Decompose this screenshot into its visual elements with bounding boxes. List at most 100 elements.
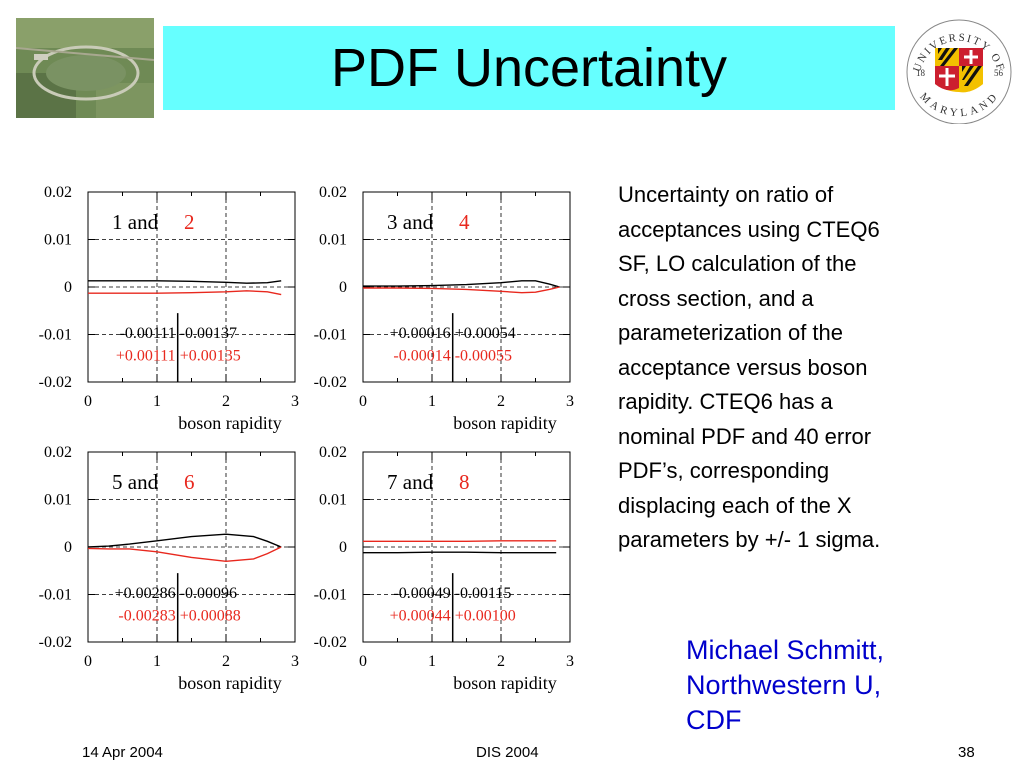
description-line: PDF’s, corresponding (618, 458, 830, 483)
uncertainty-annotation: +0.00135 (180, 348, 241, 365)
slide-title: PDF Uncertainty (330, 38, 728, 98)
panel-label-red: 8 (459, 470, 470, 494)
x-tick-label: 3 (291, 653, 299, 670)
author-line: CDF (686, 705, 742, 735)
x-tick-label: 3 (566, 393, 574, 410)
x-tick-label: 2 (222, 653, 230, 670)
y-tick-label: -0.01 (314, 587, 347, 604)
y-tick-label: -0.02 (39, 374, 72, 391)
series-line-black (87, 533, 282, 548)
y-tick-label: -0.01 (314, 327, 347, 344)
maryland-flag-icon (935, 48, 983, 93)
uncertainty-annotation: -0.00283 (118, 608, 175, 625)
description-line: parameterization of the (618, 320, 844, 345)
description-line: acceptances using CTEQ6 (618, 216, 880, 242)
x-tick-label: 1 (428, 653, 436, 670)
seal-year-right: 56 (994, 68, 1004, 78)
author-line: Northwestern U, (686, 670, 882, 700)
x-axis-label: boson rapidity (178, 673, 282, 693)
x-tick-label: 1 (153, 393, 161, 410)
y-tick-label: 0 (64, 279, 72, 296)
y-tick-label: 0.01 (44, 232, 72, 249)
seal-year-left: 18 (916, 68, 926, 78)
uncertainty-annotation: +0.00044 (390, 608, 451, 625)
y-tick-label: -0.01 (39, 327, 72, 344)
x-tick-label: 1 (428, 393, 436, 410)
uncertainty-annotation: -0.00014 (393, 348, 450, 365)
x-tick-label: 2 (497, 653, 505, 670)
y-tick-label: 0.02 (319, 184, 347, 201)
series-line-red (363, 286, 560, 294)
author-block: Michael Schmitt, Northwestern U, CDF (686, 633, 884, 738)
author-line: Michael Schmitt, (686, 635, 885, 665)
y-tick-label: 0.01 (319, 232, 347, 249)
uncertainty-annotation: -0.00137 (180, 325, 237, 342)
y-tick-label: -0.02 (314, 374, 347, 391)
chart-panel-3: 0.02 0.01 0 -0.01 -0.02 0 1 2 3 boson rapidity 5 a… (39, 444, 299, 693)
series-line-black (363, 280, 560, 288)
panel-label: 3 and (387, 210, 434, 234)
y-tick-label: -0.02 (314, 634, 347, 651)
uncertainty-annotation: +0.00111 (116, 348, 176, 365)
uncertainty-annotation: +0.00100 (455, 608, 516, 625)
x-tick-label: 2 (222, 393, 230, 410)
x-axis-label: boson rapidity (453, 413, 557, 433)
chart-panel-1: 0.02 0.01 0 -0.01 -0.02 0 1 2 3 boson rapidity 1 a… (39, 184, 299, 433)
uncertainty-annotation: -0.00111 (120, 325, 176, 342)
y-tick-label: 0 (339, 539, 347, 556)
series-line-red (363, 540, 557, 542)
panel-label: 7 and (387, 470, 434, 494)
x-tick-label: 3 (566, 653, 574, 670)
description-line: cross section, and a (618, 285, 814, 311)
uncertainty-annotation: -0.00096 (180, 585, 237, 602)
y-tick-label: 0.02 (44, 444, 72, 461)
x-tick-label: 0 (359, 393, 367, 410)
accelerator-aerial-photo (16, 18, 154, 118)
series-line-red (88, 290, 282, 296)
description-line: parameters by +/- 1 sigma. (618, 527, 881, 552)
uncertainty-annotation: -0.00049 (393, 585, 450, 602)
panel-label-red: 2 (184, 210, 195, 234)
x-axis-label: boson rapidity (453, 673, 557, 693)
footer-conference: DIS 2004 (476, 744, 539, 761)
description-text: Uncertainty on ratio of acceptances using… (618, 178, 978, 558)
panel-label: 5 and (112, 470, 159, 494)
panel-label: 1 and (112, 210, 159, 234)
y-tick-label: 0 (64, 539, 72, 556)
description-line: rapidity. CTEQ6 has a (618, 389, 833, 414)
x-axis-label: boson rapidity (178, 413, 282, 433)
pdf-uncertainty-plots: 0.02 0.01 0 -0.01 -0.02 0 1 2 3 boson rapidity 1 a… (39, 184, 574, 693)
footer-page-number: 38 (958, 744, 975, 761)
uncertainty-annotation: +0.00286 (115, 585, 176, 602)
uncertainty-annotation: +0.00088 (180, 608, 241, 625)
y-tick-label: 0 (339, 279, 347, 296)
description-line: SF, LO calculation of the (618, 251, 857, 276)
y-tick-label: -0.01 (39, 587, 72, 604)
x-tick-label: 1 (153, 653, 161, 670)
y-tick-label: -0.02 (39, 634, 72, 651)
description-line: Uncertainty on ratio of (618, 182, 834, 207)
description-line: acceptance versus boson (618, 354, 868, 380)
chart-panel-2: 0.02 0.01 0 -0.01 -0.02 0 1 2 3 boson rapidity 3 a… (314, 184, 574, 433)
footer-date: 14 Apr 2004 (82, 744, 163, 761)
uncertainty-annotation: +0.00054 (455, 325, 516, 342)
x-tick-label: 0 (84, 653, 92, 670)
x-tick-label: 0 (84, 393, 92, 410)
x-tick-label: 0 (359, 653, 367, 670)
y-tick-label: 0.02 (44, 184, 72, 201)
uncertainty-annotation: -0.00055 (455, 348, 512, 365)
y-tick-label: 0.02 (319, 444, 347, 461)
university-seal: UNIVERSITY OF MARYLAND 18 56 (906, 19, 1012, 124)
description-line: nominal PDF and 40 error (618, 423, 872, 449)
description-line: displacing each of the X (618, 492, 852, 518)
series-line-black (88, 280, 282, 284)
chart-panel-4: 0.02 0.01 0 -0.01 -0.02 0 1 2 3 boson rapidity 7 a… (314, 444, 574, 693)
uncertainty-annotation: +0.00016 (390, 325, 451, 342)
y-tick-label: 0.01 (319, 492, 347, 509)
title-bar: PDF Uncertainty (163, 26, 895, 110)
y-tick-label: 0.01 (44, 492, 72, 509)
x-tick-label: 3 (291, 393, 299, 410)
series-line-red (87, 546, 282, 563)
uncertainty-annotation: -0.00115 (455, 585, 512, 602)
panel-label-red: 6 (184, 470, 195, 494)
